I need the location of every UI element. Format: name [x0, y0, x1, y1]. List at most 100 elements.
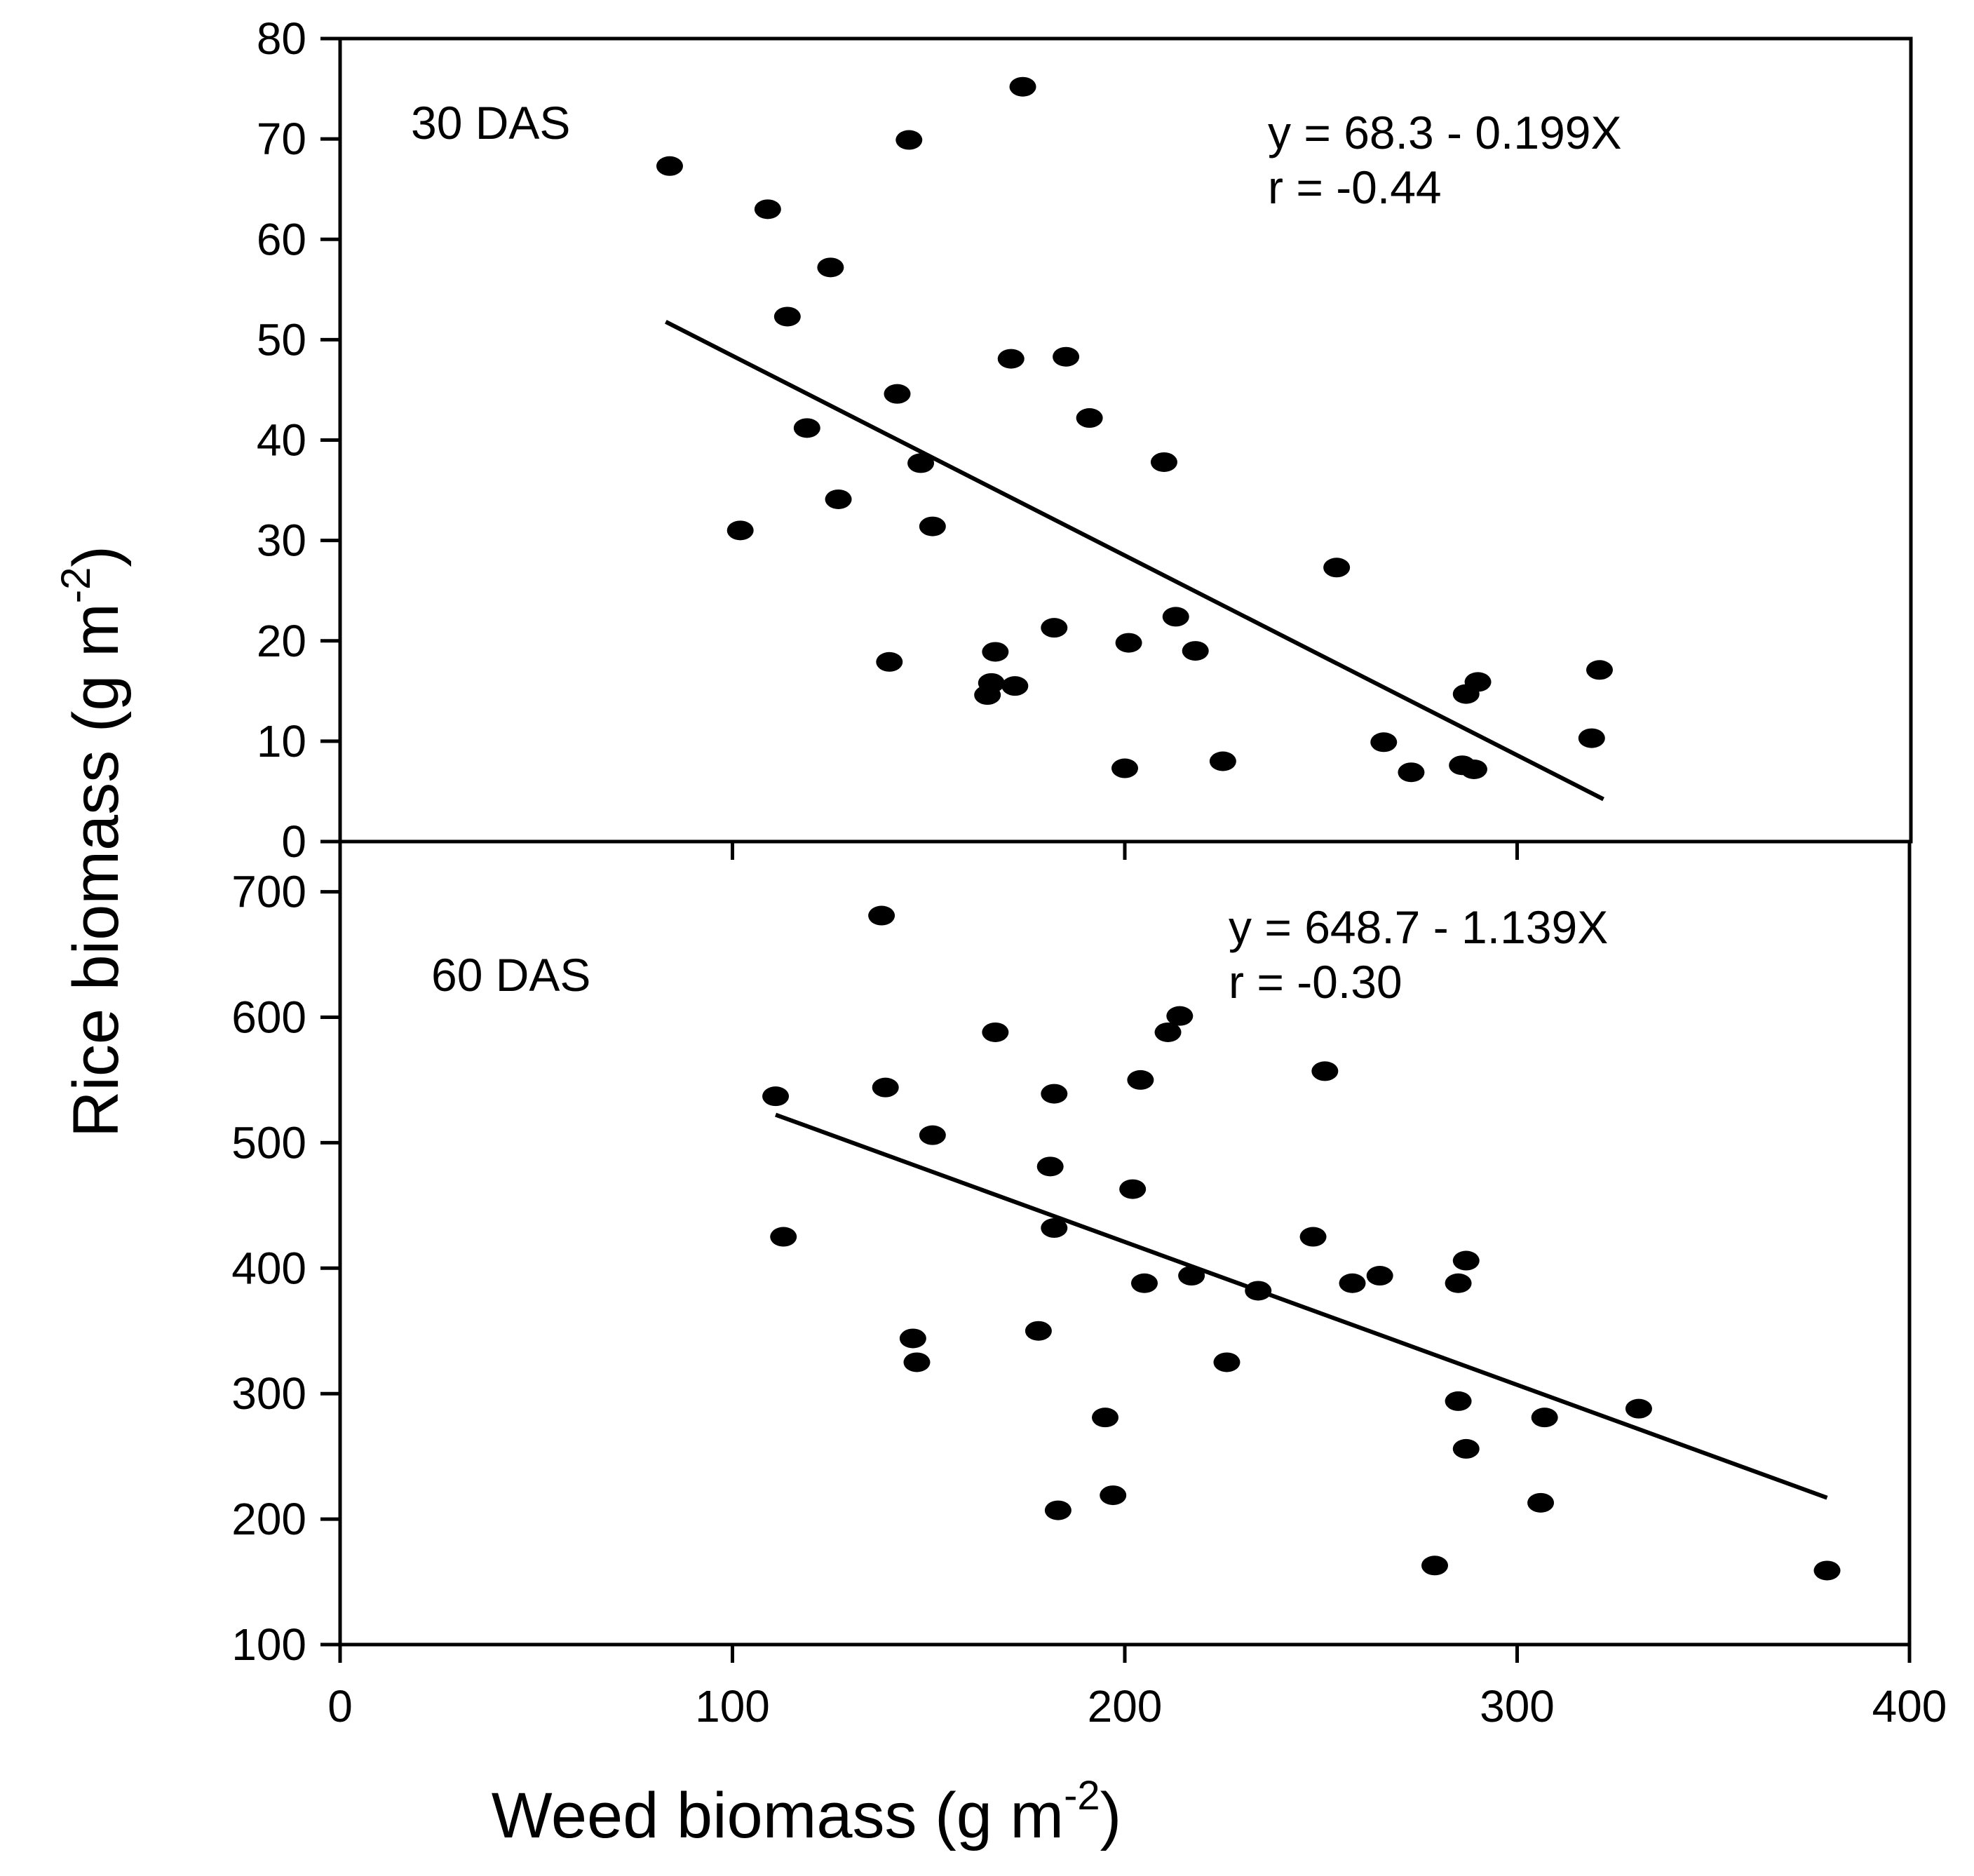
- bottom-data-point: [1452, 1438, 1480, 1459]
- bottom-data-point: [1421, 1556, 1449, 1576]
- x-axis-title-text: Weed biomass (g m: [492, 1780, 1064, 1851]
- top-data-point: [1586, 660, 1613, 680]
- bottom-data-point: [919, 1125, 946, 1145]
- panel-30-das: 0 10 20 30 40 50 60 70 80 30 DAS y = 68.3 - 0.19…: [257, 13, 1913, 867]
- bottom-panel-label: 60 DAS: [431, 949, 590, 1001]
- x-tick-label: 0: [327, 1681, 353, 1732]
- top-panel-label: 30 DAS: [411, 97, 570, 149]
- bottom-data-point: [1213, 1352, 1240, 1372]
- bottom-data-point: [982, 1022, 1009, 1042]
- top-data-point: [1076, 408, 1103, 428]
- top-data-point: [1578, 728, 1605, 748]
- bottom-data-point: [1445, 1273, 1472, 1293]
- top-data-point: [978, 673, 1005, 693]
- top-data-point: [907, 453, 935, 473]
- top-data-point: [1041, 618, 1068, 638]
- bottom-data-point: [1178, 1266, 1205, 1286]
- top-data-point: [1209, 751, 1236, 771]
- top-data-point: [884, 384, 911, 404]
- bottom-data-point: [1130, 1273, 1158, 1293]
- top-data-point: [1370, 732, 1398, 753]
- top-data-point: [726, 520, 754, 541]
- top-correlation: r = -0.44: [1268, 161, 1442, 213]
- top-x-ticks: [731, 842, 1519, 860]
- top-data-point: [1053, 346, 1080, 367]
- bottom-y-axis: 100 200 300 400 500 600 700: [231, 867, 340, 1670]
- bottom-data-point: [872, 1077, 899, 1098]
- top-data-point: [1115, 633, 1142, 653]
- x-axis-title: Weed biomass (g m-2): [492, 1773, 1122, 1851]
- bottom-data-point: [1041, 1084, 1068, 1104]
- bottom-data-point: [899, 1328, 926, 1349]
- top-data-point: [1323, 558, 1351, 578]
- top-data-point: [997, 349, 1025, 369]
- bottom-data-point: [1339, 1273, 1366, 1293]
- top-data-point: [982, 642, 1009, 662]
- top-data-point: [817, 257, 844, 278]
- top-data-point: [1150, 452, 1177, 472]
- top-data-point: [1111, 758, 1138, 778]
- top-y-tick-label: 70: [257, 114, 306, 164]
- top-y-tick-label: 0: [281, 816, 306, 867]
- bottom-y-tick-label: 100: [231, 1619, 306, 1670]
- top-y-tick-label: 30: [257, 515, 306, 566]
- bottom-data-point: [1036, 1156, 1064, 1177]
- bottom-data-point: [1245, 1281, 1272, 1301]
- top-data-point: [1009, 76, 1036, 97]
- bottom-y-tick-label: 300: [231, 1368, 306, 1419]
- y-axis-title-exponent: -2: [53, 567, 99, 604]
- x-tick-label: 400: [1872, 1681, 1947, 1732]
- bottom-regression-equation: y = 648.7 - 1.139X: [1229, 901, 1608, 953]
- bottom-data-point: [1366, 1266, 1393, 1286]
- top-data-point: [919, 516, 946, 537]
- y-axis-title-close: ): [60, 546, 132, 567]
- top-data-point: [1182, 641, 1209, 661]
- bottom-regression-line: [775, 1112, 1828, 1500]
- bottom-data-point: [1100, 1485, 1127, 1506]
- top-y-tick-label: 80: [257, 13, 306, 64]
- x-tick-label: 100: [695, 1681, 770, 1732]
- top-data-point: [656, 156, 683, 176]
- x-tick-label: 200: [1088, 1681, 1163, 1732]
- top-data-point: [754, 199, 781, 220]
- top-data-point: [1464, 672, 1492, 692]
- bottom-data-point: [1044, 1500, 1071, 1520]
- top-y-tick-label: 40: [257, 415, 306, 466]
- bottom-data-point: [1625, 1398, 1652, 1419]
- bottom-y-tick-label: 400: [231, 1243, 306, 1293]
- bottom-data-point: [1119, 1179, 1147, 1199]
- bottom-y-tick-label: 500: [231, 1117, 306, 1168]
- top-data-point: [1460, 759, 1487, 779]
- top-y-tick-label: 50: [257, 314, 306, 365]
- x-axis-title-close: ): [1100, 1780, 1122, 1851]
- x-tick-label: 300: [1480, 1681, 1555, 1732]
- bottom-data-point: [1025, 1321, 1052, 1341]
- bottom-data-point: [1166, 1006, 1194, 1026]
- bottom-y-tick-label: 700: [231, 867, 306, 917]
- bottom-data-point: [1531, 1408, 1558, 1428]
- bottom-data-point: [1452, 1250, 1480, 1271]
- y-axis-title-text: Rice biomass (g m: [60, 603, 132, 1138]
- bottom-data-point: [1299, 1227, 1327, 1247]
- top-data-points: [656, 76, 1613, 783]
- top-data-point: [876, 652, 903, 672]
- top-y-tick-label: 10: [257, 716, 306, 767]
- bottom-data-point: [903, 1352, 931, 1372]
- bottom-data-point: [1527, 1492, 1555, 1513]
- bottom-data-point: [1813, 1560, 1841, 1581]
- top-data-point: [1001, 676, 1029, 696]
- top-data-point: [773, 306, 801, 327]
- top-y-axis: 0 10 20 30 40 50 60 70 80: [257, 13, 340, 867]
- top-data-point: [793, 418, 820, 438]
- bottom-data-point: [1041, 1218, 1068, 1239]
- bottom-data-points: [762, 905, 1841, 1581]
- top-data-point: [825, 489, 852, 509]
- bottom-data-point: [770, 1227, 797, 1247]
- panel-60-das: 100 200 300 400 500 600 700 0 100 200 300 400 60 D…: [231, 842, 1947, 1732]
- top-regression-equation: y = 68.3 - 0.199X: [1268, 107, 1622, 158]
- bottom-y-tick-label: 600: [231, 992, 306, 1042]
- bottom-data-point: [762, 1086, 790, 1107]
- top-regression-line: [665, 320, 1604, 802]
